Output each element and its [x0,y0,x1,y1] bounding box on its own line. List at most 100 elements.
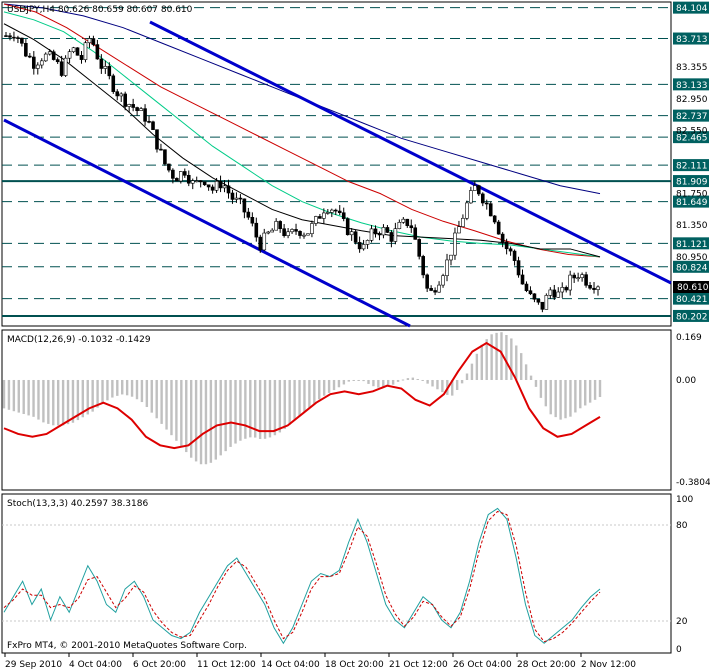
time-axis-label: 6 Oct 20:00 [133,660,186,670]
macd-histogram-bar [480,344,483,380]
candle-body [528,290,533,295]
channel-lower-line[interactable] [3,118,411,328]
candle-body [83,42,88,60]
macd-histogram-bar [199,379,203,465]
candle-body [536,298,541,303]
candle-body [286,231,290,236]
candle-body [457,226,461,234]
stoch-scale-80: 80 [676,521,688,531]
candle-body [294,229,298,232]
macd-histogram-bar [121,379,124,395]
macd-histogram-bar [564,379,567,419]
price-tick-label: 81.350 [676,221,708,231]
candle-body [87,38,92,44]
candle-body [322,212,326,219]
candle-body [95,44,100,60]
macd-histogram-bar [588,379,592,403]
macd-histogram-bar [475,353,479,380]
level-label: 80.421 [676,295,708,305]
candle-body [171,169,175,179]
macd-histogram [2,332,602,465]
candle-body [520,274,525,285]
ma-black-line [3,23,601,258]
macd-histogram-bar [91,379,94,412]
macd-histogram-bar [347,379,350,382]
macd-histogram-bar [293,379,296,421]
candle-body [496,221,501,235]
macd-histogram-bar [431,379,434,387]
level-label: 82.465 [676,134,708,144]
macd-histogram-bar [204,379,208,465]
candle-body [71,47,76,53]
candle-body [270,229,275,233]
candle-body [401,218,406,223]
level-label-box [673,260,709,273]
price-tick-label: 83.355 [676,63,708,73]
level-label-box [673,1,709,14]
candle-body [274,221,278,231]
macd-histogram-bar [460,379,464,384]
level-label: 81.649 [676,198,708,208]
candle-body [266,231,271,234]
macd-histogram-bar [505,335,508,380]
candle-body [218,181,223,189]
candle-body [572,274,576,279]
time-axis-label: 28 Oct 20:00 [517,660,576,670]
candle-body [35,64,40,69]
macd-histogram-bar [441,379,444,393]
macd-histogram-bar [185,379,188,453]
macd-histogram-bar [37,379,40,420]
stoch-scale-0: 0 [676,645,682,655]
channel-upper-line[interactable] [149,20,672,285]
time-axis-label: 4 Oct 04:00 [69,660,122,670]
macd-histogram-bar [268,379,272,438]
candle-body [461,217,465,227]
candle-body [250,217,255,224]
macd-histogram-bar [593,379,597,400]
macd-histogram-bar [584,379,587,406]
candle-body [55,59,60,63]
level-label-box [673,159,709,172]
macd-histogram-bar [455,379,459,390]
candle-body [206,184,211,188]
candle-body [310,223,314,234]
candle-body [298,230,302,236]
level-label-box [673,32,709,45]
candle-body [345,218,350,236]
candle-body [28,55,32,58]
candle-body [135,107,139,111]
main-price-panel[interactable] [1,1,672,327]
price-candles [4,31,600,313]
candle-body [246,211,251,218]
macd-histogram-bar [22,379,25,415]
macd-histogram-bar [278,379,282,433]
candle-body [262,232,267,251]
time-axis-label: 21 Oct 12:00 [389,660,448,670]
stochastic-panel[interactable] [1,493,672,654]
candle-body [51,51,56,60]
candle-body [361,244,366,250]
level-label: 83.713 [676,35,708,45]
current-price-box [673,281,709,293]
copyright-text: FxPro MT4, © 2001-2010 MetaQuotes Softwa… [7,641,247,651]
macd-signal-line [3,341,601,450]
candle-body [349,231,354,236]
candle-body [210,186,215,191]
candle-body [421,256,425,276]
candle-body [151,121,155,130]
candle-body [524,283,529,291]
macd-histogram-bar [56,379,60,426]
macd-histogram-bar [337,379,341,388]
macd-histogram-bar [283,379,286,429]
macd-histogram-bar [273,379,277,436]
candle-body [258,236,263,251]
candle-body [369,228,374,241]
stoch-main-line [3,507,601,645]
candle-body [389,232,394,242]
macd-histogram-bar [160,379,163,424]
macd-histogram-bar [386,379,390,387]
macd-histogram-bar [258,379,262,440]
candle-body [147,121,151,123]
level-label-box [673,237,709,250]
candle-body [163,149,167,165]
